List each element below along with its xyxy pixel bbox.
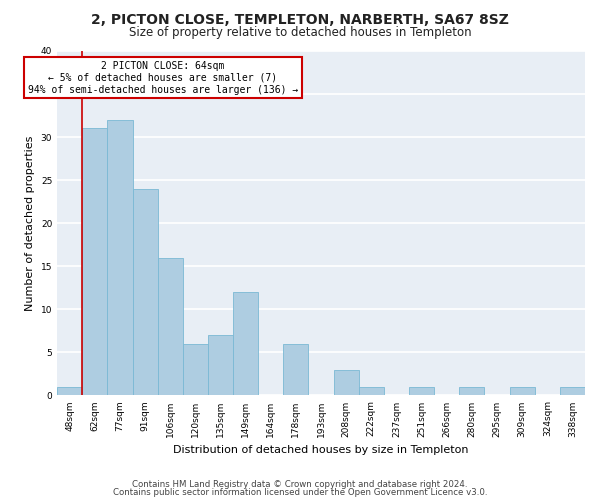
Bar	[359, 387, 384, 396]
Bar	[208, 335, 233, 396]
Text: 2, PICTON CLOSE, TEMPLETON, NARBERTH, SA67 8SZ: 2, PICTON CLOSE, TEMPLETON, NARBERTH, SA…	[91, 12, 509, 26]
Bar	[334, 370, 359, 396]
Text: 2 PICTON CLOSE: 64sqm
← 5% of detached houses are smaller (7)
94% of semi-detach: 2 PICTON CLOSE: 64sqm ← 5% of detached h…	[28, 62, 298, 94]
Bar	[283, 344, 308, 396]
Bar	[509, 387, 535, 396]
X-axis label: Distribution of detached houses by size in Templeton: Distribution of detached houses by size …	[173, 445, 469, 455]
Bar	[183, 344, 208, 396]
Text: Contains HM Land Registry data © Crown copyright and database right 2024.: Contains HM Land Registry data © Crown c…	[132, 480, 468, 489]
Bar	[233, 292, 258, 396]
Text: Contains public sector information licensed under the Open Government Licence v3: Contains public sector information licen…	[113, 488, 487, 497]
Bar	[409, 387, 434, 396]
Bar	[460, 387, 484, 396]
Bar	[82, 128, 107, 396]
Y-axis label: Number of detached properties: Number of detached properties	[25, 136, 35, 311]
Bar	[158, 258, 183, 396]
Bar	[133, 189, 158, 396]
Bar	[107, 120, 133, 396]
Text: Size of property relative to detached houses in Templeton: Size of property relative to detached ho…	[128, 26, 472, 39]
Bar	[560, 387, 585, 396]
Bar	[57, 387, 82, 396]
